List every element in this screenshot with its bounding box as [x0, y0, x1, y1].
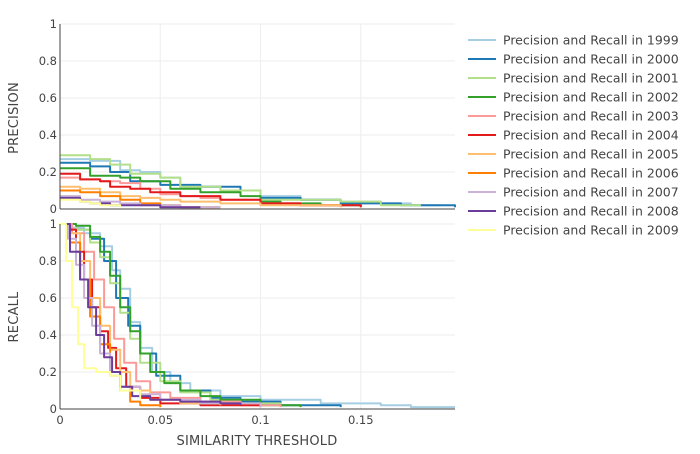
recall-y-tick-label: 1	[50, 217, 57, 231]
legend-item[interactable]: Precision and Recall in 2005	[468, 147, 679, 162]
precision-y-tick-label: 0.6	[39, 91, 57, 105]
legend-item[interactable]: Precision and Recall in 1999	[468, 33, 679, 48]
precision-series-line-6	[60, 185, 342, 208]
legend-label: Precision and Recall in 2004	[503, 128, 679, 143]
precision-series-line-5	[60, 172, 362, 208]
legend-item[interactable]: Precision and Recall in 2009	[468, 223, 679, 238]
legend-item[interactable]: Precision and Recall in 2008	[468, 204, 679, 219]
legend-item[interactable]: Precision and Recall in 2006	[468, 166, 679, 181]
precision-y-tick-label: 0	[50, 202, 57, 216]
precision-axis-title: PRECISION	[7, 82, 22, 154]
precision-series-line-10	[60, 198, 122, 208]
precision-y-tick-label: 0.8	[39, 54, 57, 68]
legend-label: Precision and Recall in 2003	[503, 109, 679, 124]
legend-item[interactable]: Precision and Recall in 2003	[468, 109, 679, 124]
legend-item[interactable]: Precision and Recall in 2007	[468, 185, 679, 200]
legend-label: Precision and Recall in 2001	[503, 71, 679, 86]
recall-series-line-3	[60, 223, 302, 408]
recall-series-line-9	[60, 223, 242, 406]
precision-y-tick-label: 0.4	[39, 128, 57, 142]
x-tick-label: 0.1	[251, 413, 269, 427]
legend-item[interactable]: Precision and Recall in 2002	[468, 90, 679, 105]
legend-item[interactable]: Precision and Recall in 2001	[468, 71, 679, 86]
legend-item[interactable]: Precision and Recall in 2000	[468, 52, 679, 67]
x-tick-label: 0	[56, 413, 63, 427]
recall-y-tick-label: 0.2	[39, 365, 57, 379]
legend-label: Precision and Recall in 1999	[503, 33, 679, 48]
legend-label: Precision and Recall in 2006	[503, 166, 679, 181]
legend-label: Precision and Recall in 2009	[503, 223, 679, 238]
precision-y-tick-label: 0.2	[39, 165, 57, 179]
x-tick-label: 0.05	[147, 413, 173, 427]
x-tick-label: 0.15	[348, 413, 374, 427]
precision-series-line-1	[60, 161, 456, 208]
legend-label: Precision and Recall in 2000	[503, 52, 679, 67]
series-layer	[60, 154, 456, 409]
legend-label: Precision and Recall in 2007	[503, 185, 679, 200]
recall-axis-title: RECALL	[7, 291, 22, 342]
precision-series-line-2	[60, 154, 421, 207]
legend: Precision and Recall in 1999 Precision an…	[468, 33, 679, 238]
recall-y-tick-label: 0.6	[39, 291, 57, 305]
recall-y-tick-label: 0.8	[39, 254, 57, 268]
recall-y-tick-label: 0	[50, 402, 57, 416]
recall-series-line-10	[60, 223, 142, 400]
recall-series-line-0	[60, 223, 455, 409]
legend-label: Precision and Recall in 2002	[503, 90, 679, 105]
precision-y-tick-label: 1	[50, 17, 57, 31]
precision-series-line-8	[60, 195, 221, 209]
x-axis-title: SIMILARITY THRESHOLD	[177, 434, 338, 449]
legend-label: Precision and Recall in 2005	[503, 147, 679, 162]
recall-series-line-7	[60, 223, 162, 408]
recall-series-line-2	[60, 223, 282, 406]
legend-item[interactable]: Precision and Recall in 2004	[468, 128, 679, 143]
recall-y-tick-label: 0.4	[39, 328, 57, 342]
legend-label: Precision and Recall in 2008	[503, 204, 679, 219]
